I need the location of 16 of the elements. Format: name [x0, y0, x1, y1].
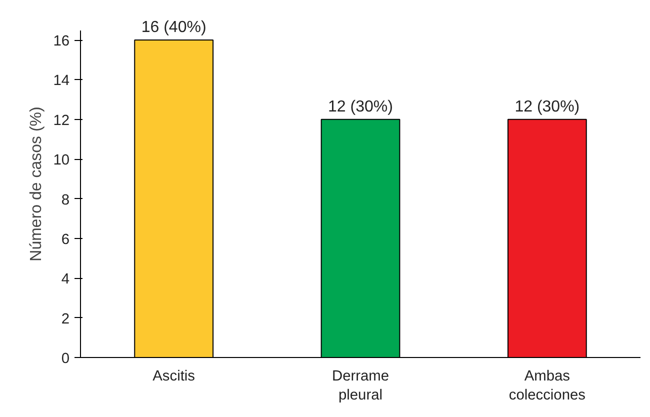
y-tick-label: 6	[61, 232, 70, 248]
y-tick-label: 12	[53, 112, 70, 129]
data-label: 16 (40%)	[141, 19, 206, 36]
x-tick-label: Ambas colecciones	[508, 368, 586, 404]
y-tick-label: 0	[61, 351, 70, 367]
y-tick-label: 4	[61, 272, 70, 288]
y-tick-label: 14	[53, 73, 70, 90]
y-tick-label: 2	[61, 311, 70, 328]
x-tick-label: Ascitis	[152, 368, 196, 384]
data-label: 12 (30%)	[514, 98, 580, 116]
y-tick-label: 16	[53, 34, 70, 50]
y-axis-title: Número de casos (%)	[28, 106, 46, 262]
y-tick-label: 8	[61, 192, 70, 208]
y-tick-label: 10	[53, 152, 70, 169]
x-tick-label: Derrame pleural	[332, 368, 390, 404]
data-label: 12 (30%)	[328, 98, 393, 116]
